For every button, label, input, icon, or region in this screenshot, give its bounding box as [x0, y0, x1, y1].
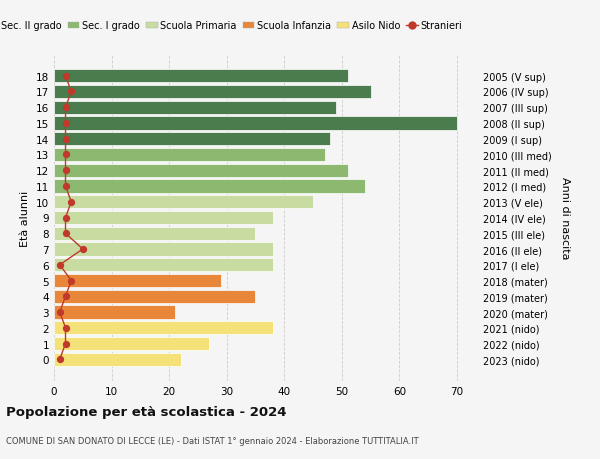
Y-axis label: Età alunni: Età alunni [20, 190, 31, 246]
Bar [54, 180, 365, 193]
Point [61, 104, 70, 112]
Point [55, 356, 65, 363]
Bar [54, 70, 347, 83]
Point [67, 199, 76, 206]
Bar [54, 164, 347, 178]
Bar [54, 274, 221, 288]
Point [61, 151, 70, 159]
Bar [54, 306, 175, 319]
Y-axis label: Anni di nascita: Anni di nascita [560, 177, 570, 259]
Bar [54, 133, 331, 146]
Point [61, 293, 70, 300]
Bar [54, 211, 273, 225]
Point [55, 308, 65, 316]
Text: COMUNE DI SAN DONATO DI LECCE (LE) - Dati ISTAT 1° gennaio 2024 - Elaborazione T: COMUNE DI SAN DONATO DI LECCE (LE) - Dat… [6, 436, 419, 445]
Bar [54, 86, 371, 99]
Bar [54, 353, 181, 366]
Bar [54, 290, 256, 303]
Bar [54, 196, 313, 209]
Bar [54, 227, 256, 241]
Point [61, 183, 70, 190]
Bar [54, 258, 273, 272]
Point [61, 167, 70, 174]
Bar [54, 101, 336, 115]
Point [55, 262, 65, 269]
Legend: Sec. II grado, Sec. I grado, Scuola Primaria, Scuola Infanzia, Asilo Nido, Stran: Sec. II grado, Sec. I grado, Scuola Prim… [0, 17, 466, 35]
Bar [54, 243, 273, 256]
Point [61, 214, 70, 222]
Bar [54, 117, 457, 130]
Point [67, 89, 76, 96]
Point [61, 340, 70, 347]
Point [61, 325, 70, 332]
Point [61, 136, 70, 143]
Point [61, 230, 70, 237]
Bar [54, 337, 209, 350]
Text: Popolazione per età scolastica - 2024: Popolazione per età scolastica - 2024 [6, 405, 287, 419]
Point [61, 73, 70, 80]
Bar [54, 148, 325, 162]
Point [67, 277, 76, 285]
Point [61, 120, 70, 128]
Bar [54, 321, 273, 335]
Point [78, 246, 88, 253]
